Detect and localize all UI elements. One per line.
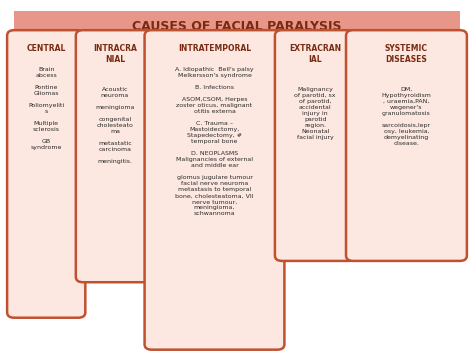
Text: DM,
Hypothyroidism
, uraemia,PAN,
wegener's
granulomatosis

sarcoidosis,lepr
osy: DM, Hypothyroidism , uraemia,PAN, wegene… bbox=[382, 87, 431, 146]
Text: Acoustic
neuroma

meningioma

congenital
cholesteato
ma

metastatic
carcinoma

m: Acoustic neuroma meningioma congenital c… bbox=[95, 87, 135, 164]
Text: Brain
abcess

Pontine
Gliomas

Poliomyeliti
s

Multiple
sclerosis

GB
syndrome: Brain abcess Pontine Gliomas Poliomyelit… bbox=[28, 67, 64, 151]
Text: INTRATEMPORAL: INTRATEMPORAL bbox=[178, 44, 251, 53]
Text: CENTRAL: CENTRAL bbox=[27, 44, 66, 53]
FancyBboxPatch shape bbox=[275, 30, 356, 261]
FancyBboxPatch shape bbox=[7, 30, 85, 318]
FancyBboxPatch shape bbox=[346, 30, 467, 261]
Text: CAUSES OF FACIAL PARALYSIS: CAUSES OF FACIAL PARALYSIS bbox=[132, 20, 342, 33]
Text: A. Idiopathic  Bell's palsy
Melkersson's syndrome

B. Infections

ASOM,CSOM, Her: A. Idiopathic Bell's palsy Melkersson's … bbox=[175, 67, 254, 217]
Text: Malignancy
of parotid, sx
of parotid,
accidental
injury in
parotid
region.
Neona: Malignancy of parotid, sx of parotid, ac… bbox=[294, 87, 336, 140]
Text: INTRACRA
NIAL: INTRACRA NIAL bbox=[93, 44, 137, 64]
Text: SYSTEMIC
DISEASES: SYSTEMIC DISEASES bbox=[385, 44, 428, 64]
FancyBboxPatch shape bbox=[145, 30, 284, 350]
Text: EXTRACRAN
IAL: EXTRACRAN IAL bbox=[289, 44, 341, 64]
FancyBboxPatch shape bbox=[14, 11, 460, 43]
FancyBboxPatch shape bbox=[76, 30, 154, 282]
